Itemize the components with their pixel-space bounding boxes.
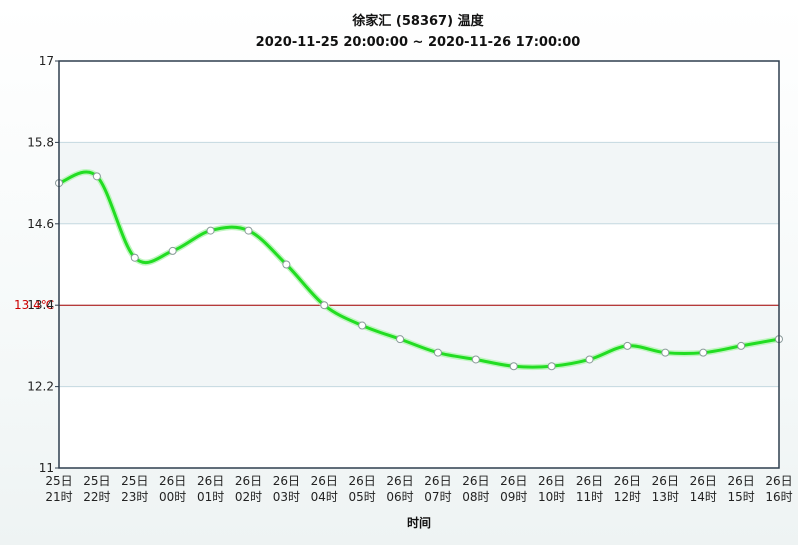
x-tick-label-day: 26日 xyxy=(197,474,224,488)
x-tick-label-hour: 05时 xyxy=(349,490,376,504)
x-tick-label-hour: 11时 xyxy=(576,490,603,504)
x-tick-label-day: 25日 xyxy=(45,474,72,488)
x-tick-label-day: 26日 xyxy=(424,474,451,488)
data-point xyxy=(585,355,594,364)
x-tick-label-hour: 09时 xyxy=(500,490,527,504)
data-point xyxy=(737,341,746,350)
plot-border xyxy=(58,60,780,469)
x-tick-label-hour: 23时 xyxy=(121,490,148,504)
x-tick-label-day: 25日 xyxy=(83,474,110,488)
data-point xyxy=(244,226,253,235)
data-point xyxy=(623,341,632,350)
x-tick-label-day: 25日 xyxy=(121,474,148,488)
y-tick-label: 13.4 xyxy=(27,298,54,312)
data-point xyxy=(547,362,556,371)
x-tick-label-day: 26日 xyxy=(727,474,754,488)
reference-line: 13.4℃ xyxy=(14,298,779,312)
data-points xyxy=(55,172,783,371)
y-axis-ticks: 11 12.2 13.4 14.6 15.8 17 xyxy=(27,54,59,475)
x-tick-label-day: 26日 xyxy=(273,474,300,488)
x-tick-label-hour: 03时 xyxy=(273,490,300,504)
x-tick-label-hour: 02时 xyxy=(235,490,262,504)
x-tick-label-day: 26日 xyxy=(349,474,376,488)
x-tick-label-day: 26日 xyxy=(652,474,679,488)
x-tick-label-hour: 07时 xyxy=(424,490,451,504)
x-axis-ticks: 25日 21时 25日 22时 25日 23时 26日 00时 26日 01时 26日 02时 26日 0… xyxy=(45,474,792,504)
x-tick-label-day: 26日 xyxy=(500,474,527,488)
x-tick-label-day: 26日 xyxy=(311,474,338,488)
y-tick-label: 14.6 xyxy=(27,217,54,231)
data-point xyxy=(282,260,291,269)
x-tick-label-day: 26日 xyxy=(159,474,186,488)
x-tick-label-day: 26日 xyxy=(386,474,413,488)
data-point xyxy=(168,246,177,255)
data-point xyxy=(433,348,442,357)
chart-title: 徐家汇 (58367) 温度 xyxy=(351,13,484,29)
plot-area xyxy=(59,61,779,468)
data-point xyxy=(206,226,215,235)
x-tick-label-day: 26日 xyxy=(538,474,565,488)
x-tick-label-day: 26日 xyxy=(614,474,641,488)
x-tick-label-hour: 21时 xyxy=(45,490,72,504)
x-tick-label-day: 26日 xyxy=(462,474,489,488)
x-tick-label-hour: 16时 xyxy=(765,490,792,504)
data-point xyxy=(661,348,670,357)
y-tick-label: 12.2 xyxy=(27,380,54,394)
x-tick-label-day: 26日 xyxy=(576,474,603,488)
data-point xyxy=(471,355,480,364)
y-tick-label: 11 xyxy=(39,461,54,475)
data-point xyxy=(396,335,405,344)
x-tick-label-hour: 06时 xyxy=(386,490,413,504)
x-tick-label-hour: 12时 xyxy=(614,490,641,504)
x-tick-label-day: 26日 xyxy=(690,474,717,488)
plot-background xyxy=(59,61,779,468)
x-tick-label-hour: 15时 xyxy=(727,490,754,504)
y-tick-label: 15.8 xyxy=(27,135,54,149)
chart-subtitle: 2020-11-25 20:00:00 ~ 2020-11-26 17:00:0… xyxy=(256,35,581,50)
x-tick-label-hour: 04时 xyxy=(311,490,338,504)
data-point xyxy=(92,172,101,181)
y-tick-label: 17 xyxy=(39,54,54,68)
data-point xyxy=(358,321,367,330)
reference-line-label: 13.4℃ xyxy=(14,298,54,312)
plot-band xyxy=(59,142,779,224)
x-tick-label-hour: 00时 xyxy=(159,490,186,504)
plot-frame xyxy=(58,60,780,469)
x-tick-label-hour: 08时 xyxy=(462,490,489,504)
x-tick-label-hour: 10时 xyxy=(538,490,565,504)
data-point xyxy=(320,301,329,310)
x-tick-label-day: 26日 xyxy=(235,474,262,488)
x-axis-label: 时间 xyxy=(407,515,431,530)
x-tick-label-hour: 13时 xyxy=(652,490,679,504)
data-point xyxy=(130,253,139,262)
x-tick-label-hour: 22时 xyxy=(83,490,110,504)
x-tick-label-hour: 01时 xyxy=(197,490,224,504)
data-point xyxy=(509,362,518,371)
x-tick-label-day: 26日 xyxy=(765,474,792,488)
data-point xyxy=(699,348,708,357)
x-tick-label-hour: 14时 xyxy=(690,490,717,504)
